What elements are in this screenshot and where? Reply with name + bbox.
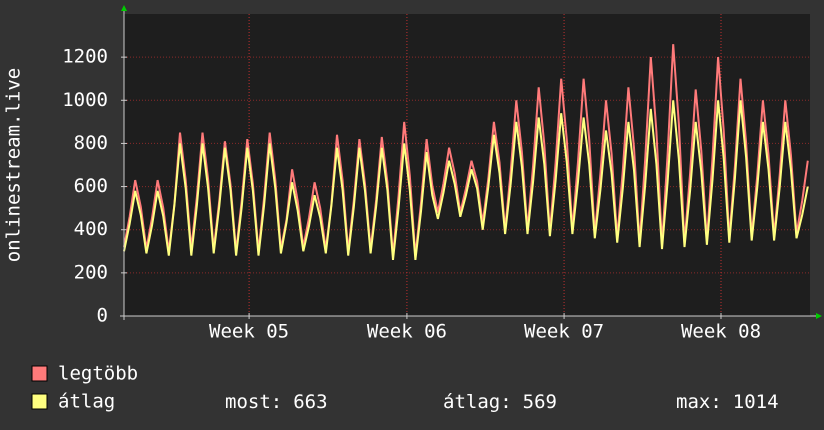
y-tick-label: 200 bbox=[74, 261, 108, 283]
stat: most: 663 bbox=[225, 391, 328, 413]
legend-label: legtöbb bbox=[58, 363, 138, 385]
x-tick-label: Week 08 bbox=[681, 321, 761, 343]
y-tick-label: 1200 bbox=[62, 46, 108, 68]
stat-label: max: bbox=[676, 391, 722, 413]
stat-value: 1014 bbox=[733, 391, 779, 413]
plot-area bbox=[124, 14, 810, 316]
x-arrow bbox=[816, 313, 822, 319]
y-axis-label: onlinestream.live bbox=[3, 68, 25, 262]
legend-label: átlag bbox=[58, 391, 115, 413]
legend-swatch bbox=[31, 365, 48, 382]
x-tick-label: Week 07 bbox=[524, 321, 604, 343]
x-tick-label: Week 06 bbox=[367, 321, 447, 343]
legend: legtöbb átlag most: 663 átlag: 569 max: 1014 bbox=[31, 363, 779, 413]
series-line bbox=[123, 100, 809, 261]
stat-value: 663 bbox=[293, 391, 327, 413]
stat-value: 569 bbox=[523, 391, 557, 413]
y-tick-label: 800 bbox=[74, 132, 108, 154]
stat-label: most: bbox=[225, 391, 282, 413]
y-tick-label: 400 bbox=[74, 218, 108, 240]
y-arrow bbox=[121, 5, 127, 11]
stat-label: átlag: bbox=[443, 391, 512, 413]
legend-swatch bbox=[31, 393, 48, 410]
stat: max: 1014 bbox=[676, 391, 779, 413]
lines bbox=[123, 44, 809, 261]
x-tick-label: Week 05 bbox=[209, 321, 289, 343]
y-tick-label: 600 bbox=[74, 175, 108, 197]
y-tick-label: 1000 bbox=[62, 89, 108, 111]
stat: átlag: 569 bbox=[443, 391, 557, 413]
y-tick-label: 0 bbox=[97, 305, 108, 327]
